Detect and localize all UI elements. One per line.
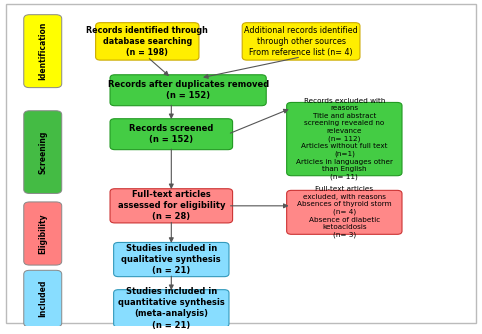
FancyBboxPatch shape (287, 103, 402, 176)
FancyBboxPatch shape (24, 202, 62, 265)
Text: Records identified through
database searching
(n = 198): Records identified through database sear… (86, 26, 208, 57)
Text: Records excluded with
reasons
Title and abstract
screening revealed no
relevance: Records excluded with reasons Title and … (296, 98, 393, 180)
FancyBboxPatch shape (24, 15, 62, 88)
FancyBboxPatch shape (114, 242, 229, 277)
FancyBboxPatch shape (242, 23, 360, 60)
FancyBboxPatch shape (110, 119, 233, 150)
Text: Studies included in
quantitative synthesis
(meta-analysis)
(n = 21): Studies included in quantitative synthes… (118, 287, 225, 330)
Text: Screening: Screening (38, 130, 47, 174)
Text: Records after duplicates removed
(n = 152): Records after duplicates removed (n = 15… (107, 80, 269, 100)
FancyBboxPatch shape (24, 111, 62, 193)
FancyBboxPatch shape (110, 189, 233, 223)
FancyBboxPatch shape (114, 290, 229, 327)
Text: Included: Included (38, 280, 47, 317)
FancyBboxPatch shape (24, 270, 62, 327)
Text: Full-text articles
assessed for eligibility
(n = 28): Full-text articles assessed for eligibil… (118, 190, 225, 221)
Text: Eligibility: Eligibility (38, 213, 47, 254)
FancyBboxPatch shape (287, 190, 402, 234)
FancyBboxPatch shape (95, 23, 199, 60)
Text: Additional records identified
through other sources
From reference list (n= 4): Additional records identified through ot… (244, 26, 358, 57)
Text: Studies included in
qualitative synthesis
(n = 21): Studies included in qualitative synthesi… (121, 244, 221, 275)
Text: Identification: Identification (38, 22, 47, 80)
FancyBboxPatch shape (110, 75, 266, 106)
Text: Full-text articles
excluded, with reasons
Absences of thyroid storm
(n= 4)
Absen: Full-text articles excluded, with reason… (297, 186, 392, 238)
Text: Records screened
(n = 152): Records screened (n = 152) (129, 124, 214, 144)
